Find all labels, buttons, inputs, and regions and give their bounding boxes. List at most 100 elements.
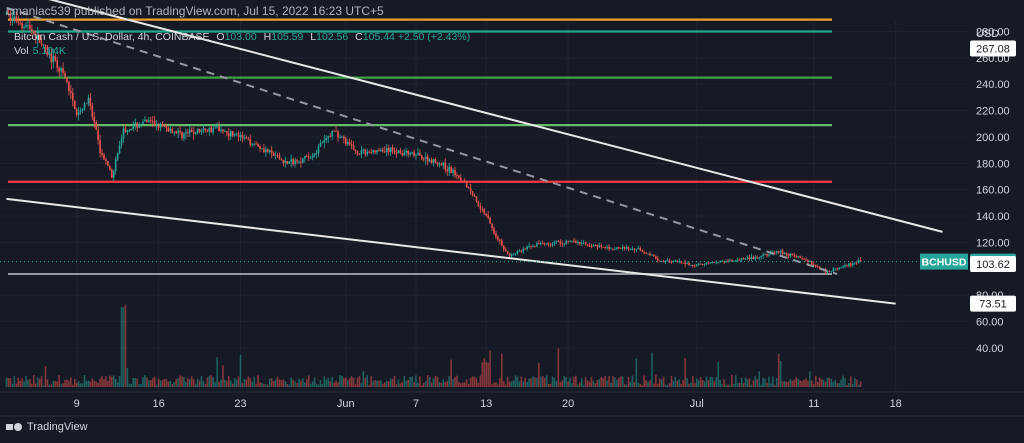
candle	[598, 242, 601, 248]
candle	[444, 158, 447, 174]
candle	[81, 108, 84, 114]
candle	[797, 256, 799, 259]
volume-bar	[120, 306, 123, 387]
candle	[660, 260, 663, 263]
candle	[563, 243, 565, 248]
volume-bar	[36, 377, 39, 387]
volume-bar	[167, 381, 170, 387]
volume-bar	[446, 380, 448, 387]
candle	[339, 134, 341, 139]
volume-bar	[181, 376, 183, 387]
volume-bar	[210, 375, 213, 387]
candle	[233, 133, 236, 137]
horizontal-levels[interactable]	[8, 18, 832, 276]
candle	[360, 145, 363, 159]
candle	[181, 131, 183, 141]
volume-bar	[261, 382, 263, 387]
volume-bar	[647, 382, 649, 387]
candle	[36, 27, 39, 48]
candle	[623, 246, 626, 251]
y-tick-label: 240.00	[976, 79, 1010, 91]
candle	[198, 128, 201, 134]
candle	[834, 268, 837, 271]
candle	[807, 259, 809, 265]
candle	[538, 239, 540, 245]
candle	[670, 260, 673, 265]
volume-bar	[52, 380, 55, 387]
volume-bar	[259, 382, 261, 387]
trend-lines[interactable]	[0, 0, 968, 305]
candle	[699, 263, 702, 265]
volume-bar	[358, 376, 361, 387]
candle	[370, 148, 372, 155]
candle	[555, 240, 558, 244]
volume-bar	[25, 375, 27, 387]
volume-legend: Vol 5.104K	[14, 45, 66, 57]
volume-bar	[454, 376, 456, 387]
volume-bar	[368, 384, 370, 387]
candle	[471, 190, 474, 197]
volume-bar	[321, 384, 324, 387]
volume-bar	[384, 382, 386, 387]
volume-bar	[555, 380, 558, 387]
volume-bar	[699, 377, 702, 387]
volume-bar	[764, 378, 766, 387]
tradingview-footer[interactable]: TradingView	[6, 421, 88, 433]
candle	[9, 10, 12, 26]
volume-bar	[697, 380, 700, 387]
candle	[746, 255, 749, 260]
trend-line[interactable]	[6, 197, 896, 305]
volume-bar	[272, 380, 275, 387]
dashed-trend-line[interactable]	[6, 6, 838, 275]
candle	[107, 161, 109, 167]
volume-bar	[524, 377, 526, 387]
candle	[430, 157, 433, 164]
candle	[134, 118, 136, 130]
candle	[343, 134, 345, 144]
candle	[34, 30, 37, 44]
symbol-name[interactable]: Bitcoin Cash / U.S. Dollar, 4h, COINBASE	[14, 31, 210, 43]
candle	[738, 258, 741, 261]
volume-bar	[5, 377, 8, 387]
candle	[126, 129, 129, 135]
candle	[477, 200, 480, 208]
volume-bar	[530, 378, 532, 387]
volume-bar	[561, 380, 564, 387]
candle	[190, 127, 193, 133]
candle	[50, 48, 53, 70]
candle	[499, 238, 501, 245]
candle	[516, 250, 519, 256]
volume-bar	[826, 377, 829, 387]
volume-bar	[707, 379, 710, 387]
y-tick-label: 120.00	[976, 237, 1010, 249]
volume-bar	[768, 376, 770, 387]
candle	[740, 257, 743, 263]
x-tick-label: 23	[234, 398, 246, 410]
candle	[309, 156, 312, 160]
volume-bar	[579, 382, 581, 387]
volume-bar	[834, 380, 837, 387]
candle	[73, 100, 76, 109]
y-tick-label: 180.00	[976, 158, 1010, 170]
candle	[696, 264, 698, 267]
candle	[272, 151, 275, 156]
candle	[736, 257, 739, 263]
trend-line[interactable]	[7, 0, 943, 233]
volume-bar	[251, 381, 253, 387]
volume-bar	[598, 378, 601, 387]
candle	[448, 162, 450, 176]
candle	[350, 139, 353, 150]
volume-bar	[799, 380, 801, 387]
candle	[247, 136, 250, 141]
volume-bar	[111, 376, 113, 387]
volume-bar	[694, 383, 696, 387]
volume-bar	[354, 384, 357, 387]
volume-bar	[545, 375, 548, 387]
candle	[658, 260, 661, 262]
volume-bar	[204, 383, 207, 387]
time-axis[interactable]: 9 16 23 Jun 7 13 20 Jul 11 18	[0, 391, 1024, 417]
volume-bar	[557, 348, 560, 387]
candle	[850, 261, 852, 268]
candle	[267, 148, 269, 153]
